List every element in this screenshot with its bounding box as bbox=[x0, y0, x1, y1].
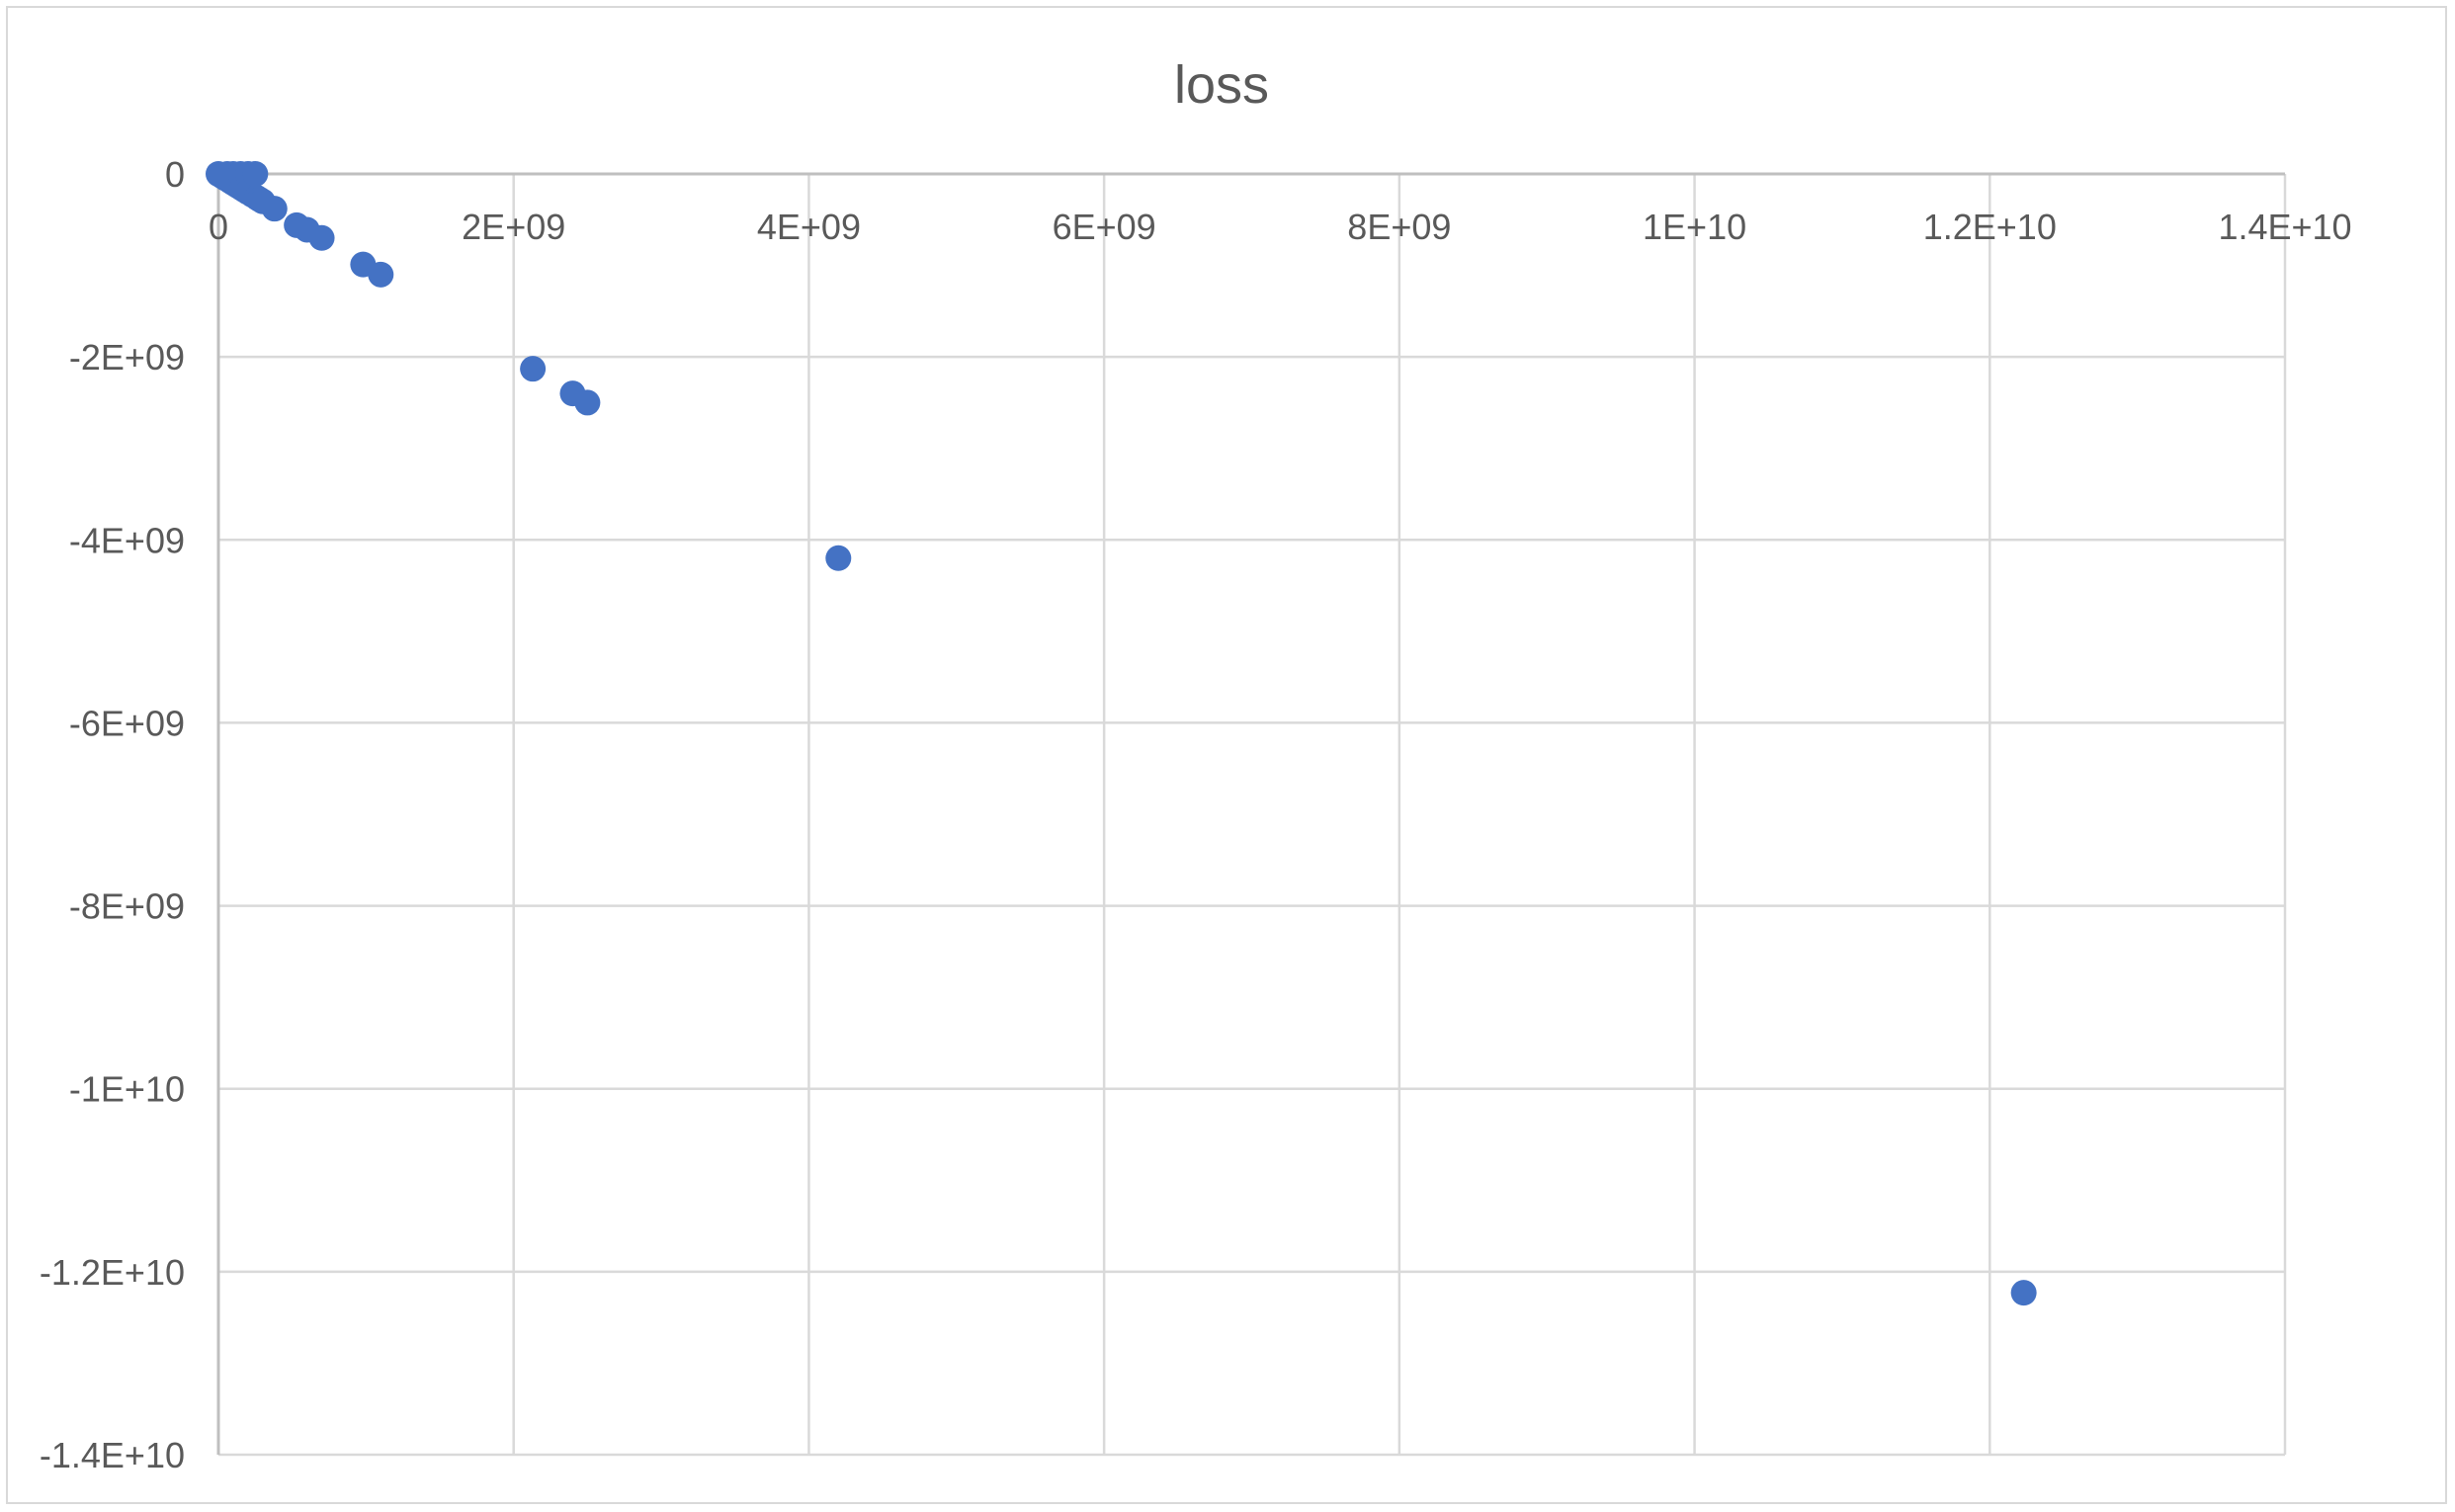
data-point bbox=[308, 224, 335, 251]
x-tick-label: 1E+10 bbox=[1643, 207, 1746, 247]
axes bbox=[216, 172, 2285, 1455]
y-tick-label: -1.4E+10 bbox=[40, 1435, 185, 1475]
x-tick-label: 1.2E+10 bbox=[1923, 207, 2057, 247]
data-point bbox=[825, 545, 852, 571]
y-tick-label: -6E+09 bbox=[69, 703, 185, 743]
data-point bbox=[261, 196, 288, 222]
gridlines bbox=[218, 174, 2287, 1457]
y-tick-label: -2E+09 bbox=[69, 337, 185, 378]
x-tick-label: 0 bbox=[209, 207, 228, 247]
y-tick-label: -1E+10 bbox=[69, 1069, 185, 1110]
x-tick-label: 2E+09 bbox=[462, 207, 565, 247]
data-points bbox=[206, 161, 2037, 1306]
y-tick-label: 0 bbox=[165, 154, 185, 195]
y-tick-label: -4E+09 bbox=[69, 520, 185, 560]
data-point bbox=[520, 356, 547, 382]
chart-area: 0 2E+09 4E+09 6E+09 8E+09 1E+10 1.2E+10 1.4E+10… bbox=[6, 6, 2447, 1504]
chart-title: loss bbox=[1174, 55, 1269, 115]
loss-scatter-chart: 0 2E+09 4E+09 6E+09 8E+09 1E+10 1.2E+10 1.4E+10… bbox=[40, 55, 2352, 1475]
x-tick-label: 8E+09 bbox=[1347, 207, 1451, 247]
x-tick-label: 6E+09 bbox=[1053, 207, 1156, 247]
y-tick-label: -1.2E+10 bbox=[40, 1252, 185, 1293]
data-point bbox=[368, 261, 394, 288]
tick-labels: 0 2E+09 4E+09 6E+09 8E+09 1E+10 1.2E+10 1.4E+10… bbox=[40, 154, 2352, 1475]
data-point bbox=[242, 161, 269, 187]
x-tick-label: 4E+09 bbox=[757, 207, 861, 247]
y-tick-label: -8E+09 bbox=[69, 886, 185, 927]
data-point bbox=[574, 389, 601, 416]
data-point bbox=[2010, 1280, 2037, 1306]
x-tick-label: 1.4E+10 bbox=[2218, 207, 2351, 247]
